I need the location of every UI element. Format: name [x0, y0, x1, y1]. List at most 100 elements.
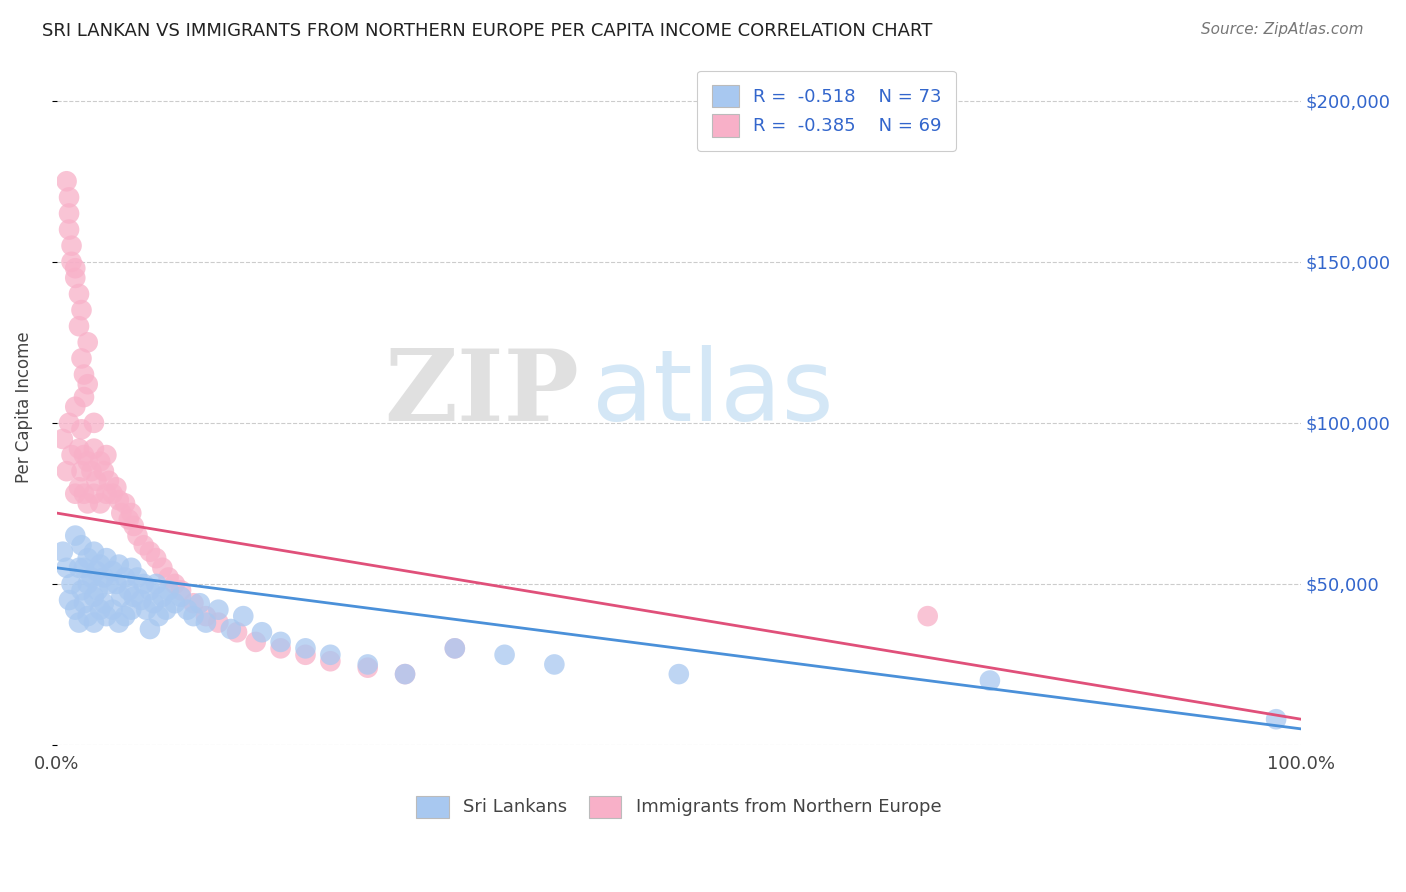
Point [96, 487, 118, 501]
Point [86, 583, 108, 598]
Point [83, 416, 105, 430]
Point [70, 464, 93, 478]
Point [105, 480, 128, 494]
Point [118, 583, 141, 598]
Point [76, 377, 98, 392]
Point [70, 351, 93, 366]
Point [443, 641, 465, 656]
Point [142, 596, 165, 610]
Point [76, 551, 98, 566]
Point [127, 528, 149, 542]
Point [226, 625, 249, 640]
Point [139, 583, 162, 598]
Point [70, 303, 93, 318]
Point [114, 609, 136, 624]
Point [60, 448, 83, 462]
Text: atlas: atlas [592, 344, 834, 442]
Point [83, 442, 105, 456]
Point [207, 603, 229, 617]
Point [110, 506, 132, 520]
Point [494, 648, 516, 662]
Point [70, 583, 93, 598]
Point [65, 400, 87, 414]
Point [65, 271, 87, 285]
Point [157, 583, 180, 598]
Point [52, 432, 75, 446]
Point [96, 609, 118, 624]
Point [83, 590, 105, 604]
Point [118, 512, 141, 526]
Point [86, 474, 108, 488]
Point [80, 570, 103, 584]
Point [394, 667, 416, 681]
Point [294, 648, 316, 662]
Point [232, 609, 254, 624]
Point [60, 238, 83, 252]
Point [96, 448, 118, 462]
Point [93, 596, 115, 610]
Point [55, 561, 77, 575]
Point [176, 603, 198, 617]
Point [245, 635, 267, 649]
Point [163, 596, 186, 610]
Point [155, 603, 177, 617]
Legend: Sri Lankans, Immigrants from Northern Europe: Sri Lankans, Immigrants from Northern Eu… [402, 781, 956, 832]
Point [65, 603, 87, 617]
Point [114, 496, 136, 510]
Point [101, 603, 124, 617]
Point [979, 673, 1001, 688]
Point [357, 657, 380, 672]
Point [97, 577, 120, 591]
Point [97, 474, 120, 488]
Point [108, 493, 131, 508]
Point [70, 538, 93, 552]
Point [219, 622, 242, 636]
Point [89, 558, 111, 572]
Point [194, 615, 217, 630]
Point [105, 577, 128, 591]
Point [270, 641, 292, 656]
Point [96, 551, 118, 566]
Point [89, 496, 111, 510]
Point [319, 648, 342, 662]
Point [58, 206, 80, 220]
Point [319, 654, 342, 668]
Text: SRI LANKAN VS IMMIGRANTS FROM NORTHERN EUROPE PER CAPITA INCOME CORRELATION CHAR: SRI LANKAN VS IMMIGRANTS FROM NORTHERN E… [42, 22, 932, 40]
Point [108, 558, 131, 572]
Point [139, 622, 162, 636]
Point [394, 667, 416, 681]
Point [122, 519, 145, 533]
Point [67, 319, 90, 334]
Point [250, 625, 273, 640]
Text: Source: ZipAtlas.com: Source: ZipAtlas.com [1201, 22, 1364, 37]
Point [135, 603, 157, 617]
Point [76, 577, 98, 591]
Point [120, 603, 142, 617]
Point [76, 609, 98, 624]
Point [150, 561, 173, 575]
Point [145, 577, 167, 591]
Point [93, 570, 115, 584]
Point [183, 609, 205, 624]
Point [67, 480, 90, 494]
Point [67, 442, 90, 456]
Point [65, 487, 87, 501]
Point [80, 464, 103, 478]
Point [58, 593, 80, 607]
Point [668, 667, 690, 681]
Point [73, 596, 96, 610]
Point [270, 635, 292, 649]
Point [207, 615, 229, 630]
Point [55, 464, 77, 478]
Point [76, 335, 98, 350]
Point [60, 254, 83, 268]
Point [101, 487, 124, 501]
Point [129, 593, 152, 607]
Point [93, 464, 115, 478]
Point [83, 615, 105, 630]
Point [58, 222, 80, 236]
Point [76, 454, 98, 468]
Point [67, 561, 90, 575]
Point [543, 657, 565, 672]
Point [148, 609, 170, 624]
